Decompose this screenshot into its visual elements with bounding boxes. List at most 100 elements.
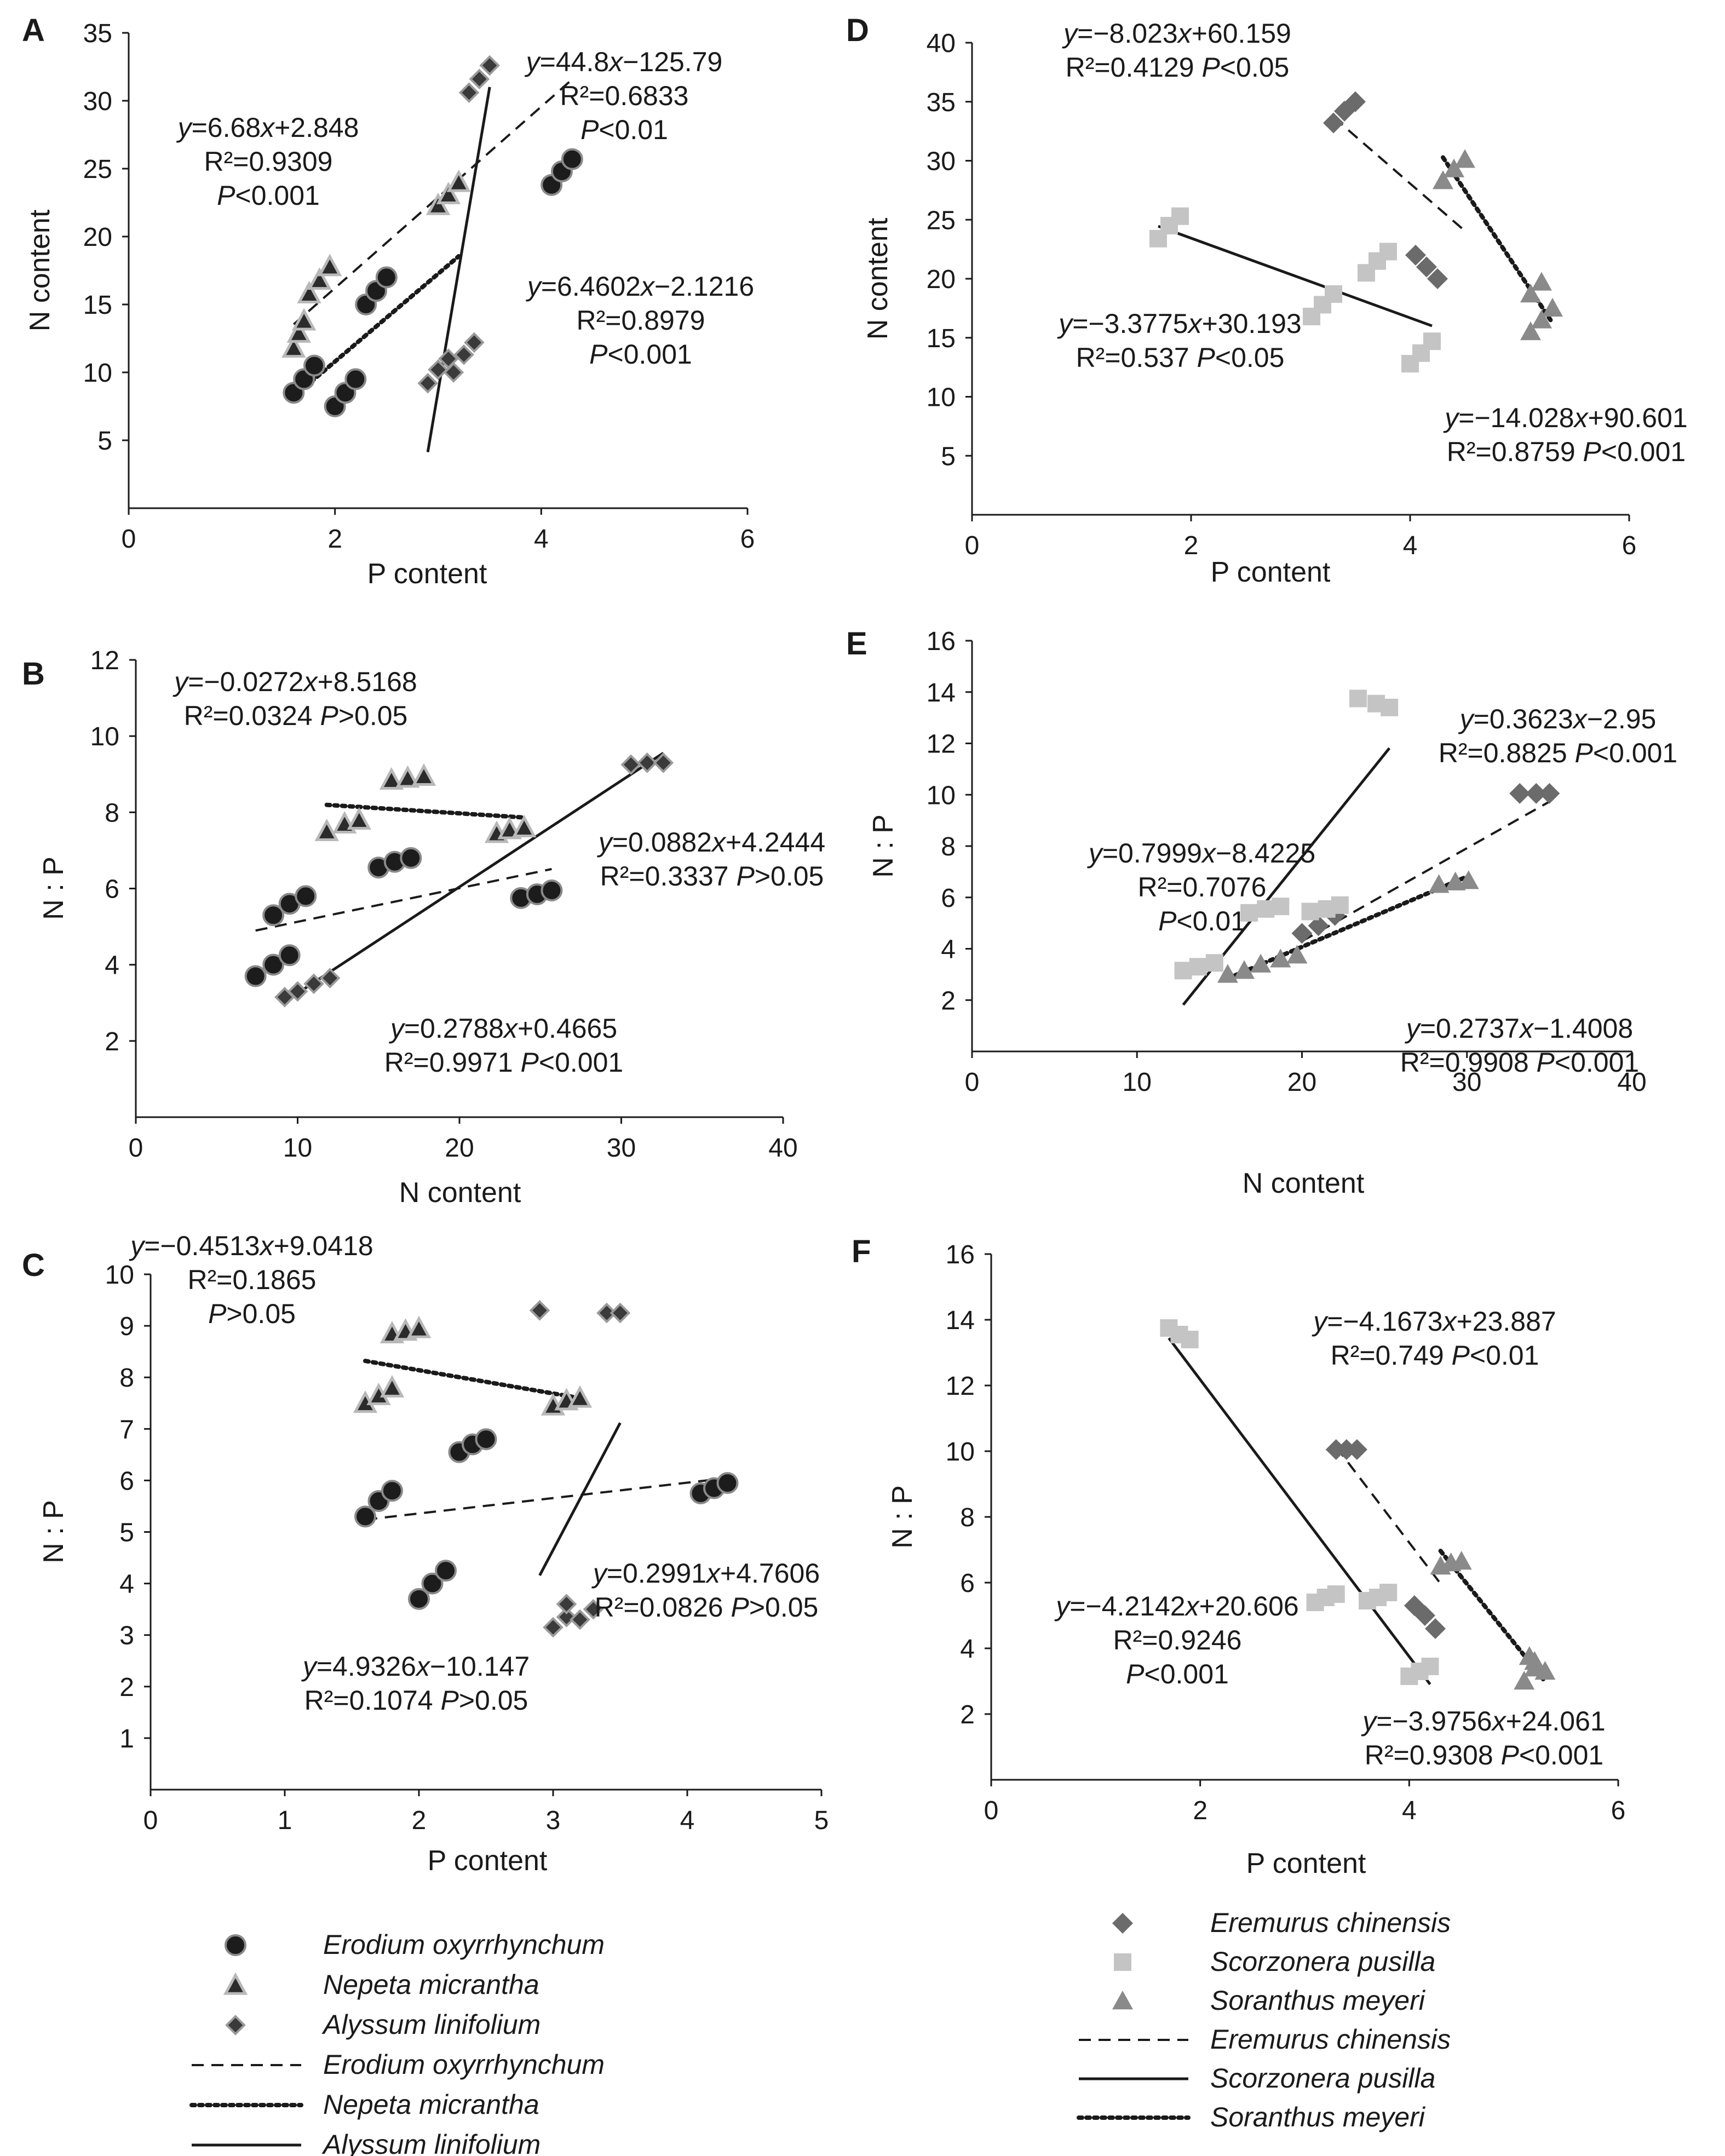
x-axis-title: P content [1211,556,1331,588]
point-scorzonera-pusilla [1349,689,1367,708]
point-scorzonera-pusilla [1301,902,1319,921]
trendline-erodium-oxyrrhynchum [293,78,573,325]
regression-annotation: y=6.4602x−2.1216 [526,271,754,302]
y-tick-label: 1 [119,1724,134,1753]
point-alyssum-linifolium [428,359,449,380]
point-soranthus-meyeri [1514,1671,1535,1690]
regression-annotation: y=6.68x+2.848 [176,112,359,143]
regression-annotation: R²=0.0826 P>0.05 [595,1592,819,1623]
point-scorzonera-pusilla [1327,1585,1345,1603]
regression-annotation: y=−14.028x+90.601 [1443,403,1687,433]
point-alyssum-linifolium [303,973,324,994]
regression-annotation: R²=0.9308 P<0.001 [1365,1740,1603,1770]
y-tick-label: 4 [119,1570,134,1599]
y-tick-label: 15 [83,291,112,320]
regression-annotation: y=0.7999x−8.4225 [1087,838,1315,869]
point-soranthus-meyeri [1520,321,1541,341]
y-tick-label: 2 [119,1673,134,1702]
point-nepeta-micrantha [395,765,420,788]
point-soranthus-meyeri [1451,1551,1472,1570]
legend-marker [1114,1953,1131,1971]
trendline-alyssum-linifolium [284,752,664,1003]
x-tick-label: 30 [1452,1068,1481,1097]
point-nepeta-micrantha [307,267,332,290]
regression-annotation: y=0.2737x−1.4008 [1405,1013,1633,1044]
point-nepeta-micrantha [318,254,342,277]
point-erodium-oxyrrhynchum [344,368,367,390]
point-nepeta-micrantha [446,169,471,192]
point-nepeta-micrantha [347,807,371,830]
y-tick-label: 10 [946,1438,975,1467]
point-alyssum-linifolium [464,332,485,353]
legend-label: Eremurus chinensis [1210,2024,1451,2055]
regression-annotation: R²=0.9246 [1113,1625,1242,1655]
regression-annotation: P<0.01 [580,114,668,145]
regression-annotation: R²=0.1074 P>0.05 [304,1685,528,1716]
regression-annotation: R²=0.749 P<0.01 [1331,1340,1539,1371]
x-tick-label: 1 [278,1806,292,1835]
x-axis-title: P content [367,558,487,590]
x-tick-label: 30 [607,1134,636,1163]
y-tick-label: 12 [946,1372,975,1401]
point-soranthus-meyeri [1524,1651,1545,1670]
y-tick-label: 10 [105,1261,134,1290]
point-alyssum-linifolium [469,68,490,90]
legend-label: Erodium oxyrrhynchum [323,2049,605,2080]
legend-label: Erodium oxyrrhynchum [323,1929,605,1960]
point-eremurus-chinensis [1425,1618,1446,1639]
y-tick-label: 8 [105,798,119,827]
point-soranthus-meyeri [1542,297,1563,317]
panel-d: 0 2 4 6 5 10 15 20 25 30 35 40 D P content N content y=… [846,13,1688,588]
point-alyssum-linifolium [556,1594,577,1615]
point-scorzonera-pusilla [1421,1658,1439,1675]
y-tick-label: 4 [105,951,119,980]
x-tick-label: 6 [740,525,755,554]
point-scorzonera-pusilla [1272,898,1290,916]
point-eremurus-chinensis [1539,783,1560,804]
point-erodium-oxyrrhynchum [244,965,267,987]
point-eremurus-chinensis [1336,1439,1357,1460]
y-tick-label: 10 [90,722,119,751]
regression-annotation: y=0.2788x+0.4665 [389,1013,617,1044]
point-scorzonera-pusilla [1331,896,1349,914]
point-eremurus-chinensis [1526,783,1547,804]
y-tick-label: 5 [97,427,112,456]
point-alyssum-linifolium [417,373,438,394]
legend-marker [225,1934,246,1956]
y-tick-label: 5 [119,1519,134,1548]
point-alyssum-linifolium [620,754,642,775]
point-eremurus-chinensis [1308,915,1329,936]
x-tick-label: 2 [412,1806,427,1835]
y-axis-title: N : P [887,1485,918,1549]
legend-marker [1112,1913,1133,1934]
y-tick-label: 7 [119,1415,134,1444]
trendline-erodium-oxyrrhynchum [255,867,552,932]
regression-annotation: y=0.0882x+4.2444 [597,827,825,858]
point-scorzonera-pusilla [1171,207,1189,225]
y-tick-label: 6 [105,875,119,904]
regression-annotation: P<0.001 [589,339,692,370]
point-alyssum-linifolium [636,752,658,773]
point-soranthus-meyeri [1531,272,1552,291]
x-tick-label: 4 [1403,531,1418,560]
point-erodium-oxyrrhynchum [303,354,325,377]
regression-annotation: R²=0.8979 [577,305,705,336]
y-tick-label: 4 [960,1635,975,1664]
x-tick-label: 0 [965,531,980,560]
regression-annotation: R²=0.3337 P>0.05 [600,861,824,892]
x-tick-label: 10 [1123,1068,1152,1097]
point-eremurus-chinensis [1345,91,1366,112]
regression-annotation: P<0.01 [1158,906,1246,936]
y-tick-label: 25 [83,155,112,184]
regression-annotation: R²=0.6833 [560,81,689,111]
regression-annotation: P<0.001 [217,180,320,211]
point-alyssum-linifolium [479,55,500,76]
legend-left: Erodium oxyrrhynchum Nepeta micrantha Alys… [189,1929,605,2156]
panel-c: 0 1 2 3 4 5 1 2 3 4 5 6 7 8 9 10 C P content N : P y=−0.451… [22,1231,829,1877]
trendline-nepeta-micrantha [324,802,527,820]
panel-label: A [22,13,45,48]
point-soranthus-meyeri [1458,870,1479,889]
y-tick-label: 12 [927,730,956,759]
legend-label: Nepeta micrantha [323,2089,539,2120]
x-tick-label: 6 [1611,1796,1626,1825]
